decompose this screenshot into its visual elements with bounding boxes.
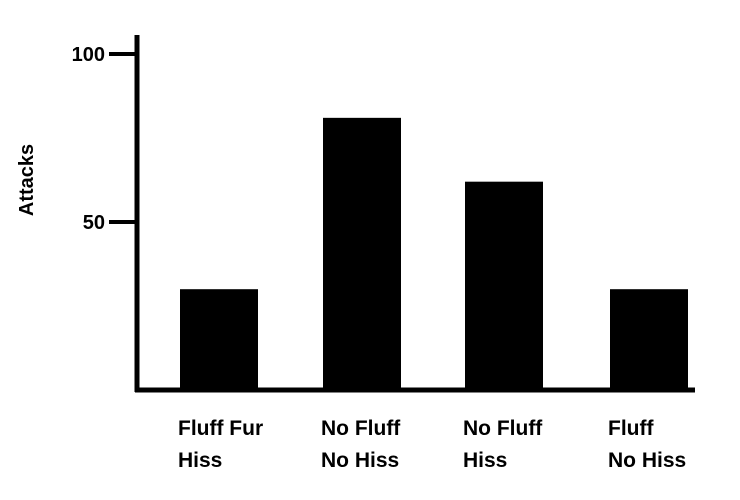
bars-group [180, 117, 688, 390]
category-label-2-line1: No Fluff [321, 417, 401, 440]
category-label-3-line1: No Fluff [463, 417, 543, 440]
bar-2 [323, 117, 401, 390]
category-label-1-line2: Hiss [178, 449, 222, 472]
category-label-3-line2: Hiss [463, 449, 507, 472]
bar-1 [180, 289, 258, 390]
category-label-4-line1: Fluff [608, 417, 654, 440]
bar-4 [610, 289, 688, 390]
category-label-4-line2: No Hiss [608, 449, 686, 472]
y-tick-label-100: 100 [72, 44, 105, 66]
category-label-2-line2: No Hiss [321, 449, 399, 472]
y-tick-label-50: 50 [83, 212, 105, 234]
y-axis-label: Attacks [16, 144, 38, 216]
y-ticks-group: 50 100 [72, 44, 137, 234]
category-label-1-line1: Fluff Fur [178, 417, 263, 440]
category-labels-group: Fluff Fur Hiss No Fluff No Hiss No Fluff Hiss… [178, 417, 686, 472]
bar-3 [465, 181, 543, 390]
